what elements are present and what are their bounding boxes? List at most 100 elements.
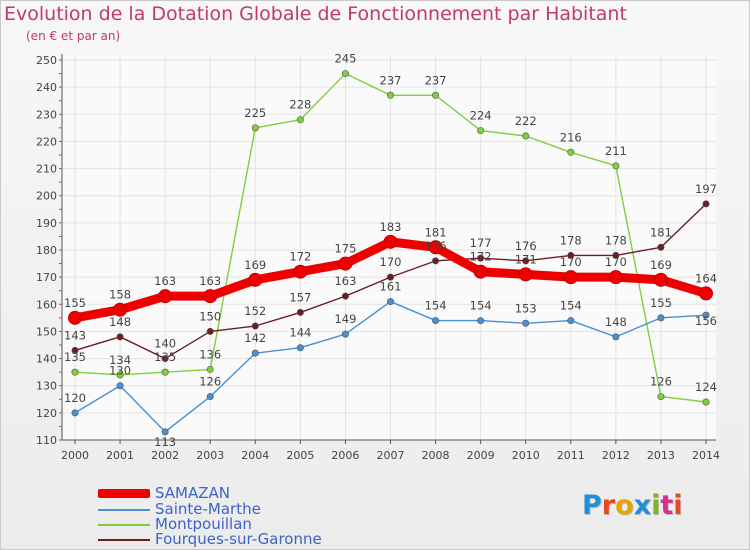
x-tick-label: 2009 xyxy=(467,449,495,462)
data-point xyxy=(522,257,530,265)
y-tick-label: 190 xyxy=(36,217,57,230)
data-point xyxy=(518,267,533,282)
data-point xyxy=(386,91,394,99)
data-label: 197 xyxy=(695,182,717,196)
data-point xyxy=(251,349,259,357)
data-label: 181 xyxy=(650,225,672,239)
data-label: 170 xyxy=(605,255,627,269)
legend-item: Sainte-Marthe xyxy=(98,500,261,518)
data-label: 228 xyxy=(289,98,311,112)
data-point xyxy=(653,272,668,287)
data-point xyxy=(206,393,214,401)
proxiti-logo: Proxiti xyxy=(582,490,683,521)
data-point xyxy=(473,264,488,279)
data-label: 156 xyxy=(695,314,717,328)
x-tick-label: 2007 xyxy=(377,449,405,462)
data-label: 148 xyxy=(605,315,627,329)
data-point xyxy=(203,289,218,304)
data-point xyxy=(522,132,530,140)
data-label: 183 xyxy=(380,220,402,234)
data-point xyxy=(158,289,173,304)
data-label: 155 xyxy=(650,296,672,310)
data-point xyxy=(161,355,169,363)
data-label: 157 xyxy=(289,290,311,304)
data-point xyxy=(71,346,79,354)
data-point xyxy=(702,311,710,319)
y-tick-label: 160 xyxy=(36,298,57,311)
data-point xyxy=(702,200,710,208)
data-point xyxy=(206,365,214,373)
data-point xyxy=(116,371,124,379)
data-point xyxy=(657,393,665,401)
data-point xyxy=(386,273,394,281)
data-label: 148 xyxy=(109,315,131,329)
data-label: 154 xyxy=(560,299,582,313)
data-point xyxy=(477,254,485,262)
legend-label: Montpouillan xyxy=(155,515,252,533)
legend-item: Fourques-sur-Garonne xyxy=(98,530,322,548)
data-label: 245 xyxy=(334,52,356,66)
data-label: 237 xyxy=(380,73,402,87)
data-label: 172 xyxy=(289,250,311,264)
y-tick-label: 140 xyxy=(36,353,57,366)
data-point xyxy=(206,327,214,335)
data-label: 130 xyxy=(109,364,131,378)
data-label: 172 xyxy=(470,250,492,264)
data-label: 143 xyxy=(64,328,86,342)
data-point xyxy=(522,319,530,327)
data-label: 158 xyxy=(109,288,131,302)
data-label: 163 xyxy=(334,274,356,288)
data-label: 152 xyxy=(244,304,266,318)
data-point xyxy=(477,127,485,135)
y-tick-label: 150 xyxy=(36,325,57,338)
data-label: 176 xyxy=(515,239,537,253)
data-label: 171 xyxy=(515,252,537,266)
data-point xyxy=(161,368,169,376)
data-label: 134 xyxy=(109,353,131,367)
data-label: 154 xyxy=(425,299,447,313)
x-tick-label: 2010 xyxy=(512,449,540,462)
data-point xyxy=(248,272,263,287)
data-label: 144 xyxy=(289,326,311,340)
data-point xyxy=(383,234,398,249)
data-point xyxy=(563,270,578,285)
y-tick-label: 180 xyxy=(36,244,57,257)
data-label: 237 xyxy=(425,73,447,87)
data-label: 154 xyxy=(470,299,492,313)
data-point xyxy=(293,264,308,279)
legend-swatch xyxy=(98,539,150,541)
chart-subtitle: (en € et par an) xyxy=(26,29,121,43)
legend-swatch xyxy=(98,509,150,511)
data-label: 163 xyxy=(199,274,221,288)
data-label: 126 xyxy=(199,375,221,389)
data-label: 177 xyxy=(470,236,492,250)
data-point xyxy=(657,314,665,322)
data-point xyxy=(699,286,713,301)
data-label: 224 xyxy=(470,109,492,123)
x-tick-label: 2001 xyxy=(106,449,134,462)
data-label: 155 xyxy=(64,296,86,310)
data-label: 170 xyxy=(380,255,402,269)
y-tick-label: 220 xyxy=(36,135,57,148)
y-tick-label: 200 xyxy=(36,190,57,203)
data-point xyxy=(251,124,259,132)
data-label: 124 xyxy=(695,380,717,394)
data-point xyxy=(432,257,440,265)
data-label: 140 xyxy=(154,337,176,351)
y-tick-label: 240 xyxy=(36,81,57,94)
data-label: 169 xyxy=(650,258,672,272)
data-point xyxy=(113,302,128,317)
legend-item: SAMAZAN xyxy=(98,484,230,502)
data-point xyxy=(296,308,304,316)
data-label: 150 xyxy=(199,309,221,323)
data-point xyxy=(296,116,304,124)
data-label: 163 xyxy=(154,274,176,288)
x-tick-label: 2008 xyxy=(422,449,450,462)
data-point xyxy=(567,148,575,156)
x-tick-label: 2003 xyxy=(196,449,224,462)
data-label: 170 xyxy=(560,255,582,269)
data-label: 126 xyxy=(650,375,672,389)
data-point xyxy=(296,344,304,352)
y-tick-label: 250 xyxy=(36,54,57,67)
